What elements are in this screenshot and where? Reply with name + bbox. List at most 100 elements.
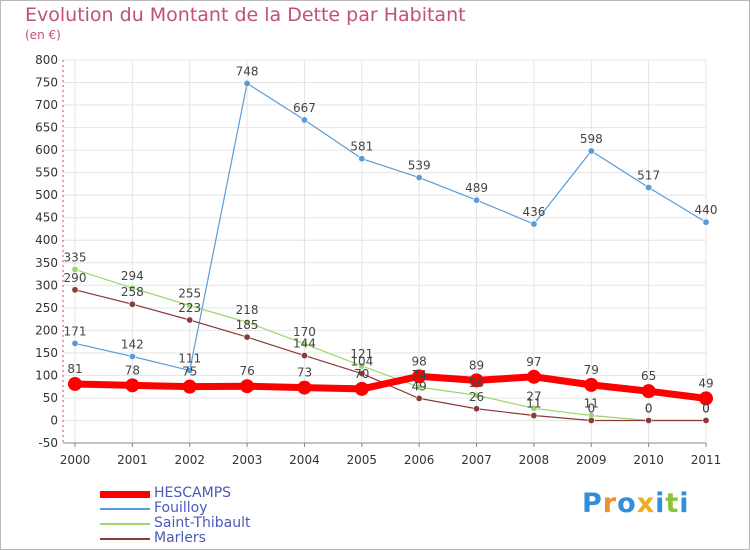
data-label: 0: [587, 401, 595, 415]
series-line-marlers: [74, 289, 707, 422]
data-point: [186, 302, 194, 310]
data-label: 111: [178, 351, 201, 365]
y-tick-label: 600: [35, 143, 58, 157]
data-point: [415, 394, 423, 402]
data-point: [300, 340, 308, 348]
data-point: [128, 284, 136, 292]
y-tick-label: 200: [35, 323, 58, 337]
x-tick-label: 2005: [347, 453, 378, 467]
data-point: [358, 362, 366, 370]
data-point: [243, 79, 251, 87]
data-label: 76: [239, 364, 254, 378]
x-tick-label: 2009: [576, 453, 607, 467]
logo-letter: x: [636, 488, 656, 519]
data-point: [699, 391, 713, 406]
y-tick-label: 300: [35, 278, 58, 292]
data-point: [645, 184, 653, 192]
data-point: [473, 391, 481, 399]
x-tick-label: 2006: [404, 453, 435, 467]
data-point: [415, 174, 423, 182]
data-label: 142: [121, 337, 144, 351]
data-label: 11: [584, 397, 599, 411]
x-tick-label: 2004: [289, 453, 320, 467]
data-label: 70: [354, 367, 369, 381]
data-point: [469, 373, 484, 388]
legend-label: Marlers: [154, 530, 206, 546]
data-label: 104: [350, 355, 373, 369]
data-label: 255: [178, 287, 201, 301]
data-point: [240, 379, 255, 394]
data-point: [300, 116, 308, 124]
data-label: 74: [412, 368, 427, 382]
data-label: 97: [526, 355, 541, 369]
y-tick-label: 700: [35, 98, 58, 112]
data-point: [243, 333, 251, 341]
y-tick-label: 150: [35, 346, 58, 360]
data-point: [71, 266, 79, 274]
data-point: [300, 352, 308, 360]
data-point: [473, 405, 481, 413]
chart-title: Evolution du Montant de la Dette par Hab…: [25, 4, 466, 26]
legend-swatch: [100, 523, 150, 525]
proxiti-logo: Proxiti: [582, 488, 690, 519]
data-point: [530, 412, 538, 420]
y-tick-label: 50: [43, 391, 58, 405]
x-tick-label: 2003: [232, 453, 263, 467]
y-tick-label: 750: [35, 76, 58, 90]
data-point: [186, 316, 194, 324]
data-label: 79: [584, 363, 599, 377]
data-point: [412, 369, 427, 384]
data-label: 581: [350, 140, 373, 154]
series-line-saint-thibault: [74, 268, 707, 422]
data-point: [186, 366, 194, 374]
data-point: [243, 318, 251, 326]
x-tick-label: 2008: [519, 453, 550, 467]
y-tick-label: 400: [35, 233, 58, 247]
data-label: 0: [645, 401, 653, 415]
data-label: 170: [293, 325, 316, 339]
x-tick-label: 2000: [60, 453, 91, 467]
legend-label: HESCAMPS: [154, 485, 232, 501]
data-label: 78: [125, 363, 140, 377]
data-point: [128, 300, 136, 308]
data-label: 290: [64, 271, 87, 285]
data-point: [354, 381, 369, 396]
data-label: 489: [465, 181, 488, 195]
data-label: 436: [522, 205, 545, 219]
data-point: [645, 416, 653, 424]
data-point: [71, 339, 79, 347]
data-label: 73: [297, 366, 312, 380]
y-tick-label: 650: [35, 121, 58, 135]
data-label: 98: [412, 354, 427, 368]
data-point: [71, 286, 79, 294]
series-lines: [68, 79, 713, 424]
x-tick-label: 2010: [633, 453, 664, 467]
data-point: [641, 384, 656, 399]
data-point: [702, 218, 710, 226]
data-point: [530, 404, 538, 412]
y-tick-label: -50: [38, 436, 58, 450]
chart-unit-label: (en €): [25, 28, 61, 42]
data-label: 258: [121, 285, 144, 299]
x-tick-label: 2001: [117, 453, 148, 467]
data-label: 56: [469, 376, 484, 390]
data-label: 27: [526, 389, 541, 403]
data-label: 81: [67, 362, 82, 376]
data-label: 0: [702, 401, 710, 415]
logo-letter: P: [582, 488, 603, 519]
x-tick-label: 2002: [174, 453, 205, 467]
series-fouilloy: [71, 79, 710, 374]
data-point: [587, 147, 595, 155]
data-label: 144: [293, 337, 316, 351]
data-label: 0: [702, 401, 710, 415]
legend-label: Saint-Thibault: [154, 515, 251, 531]
data-label: 539: [408, 159, 431, 173]
y-tick-label: 800: [35, 53, 58, 67]
data-label: 335: [64, 251, 87, 265]
data-label: 121: [350, 347, 373, 361]
data-label: 667: [293, 101, 316, 115]
data-point: [584, 377, 599, 392]
data-point: [530, 220, 538, 228]
data-label: 89: [469, 358, 484, 372]
